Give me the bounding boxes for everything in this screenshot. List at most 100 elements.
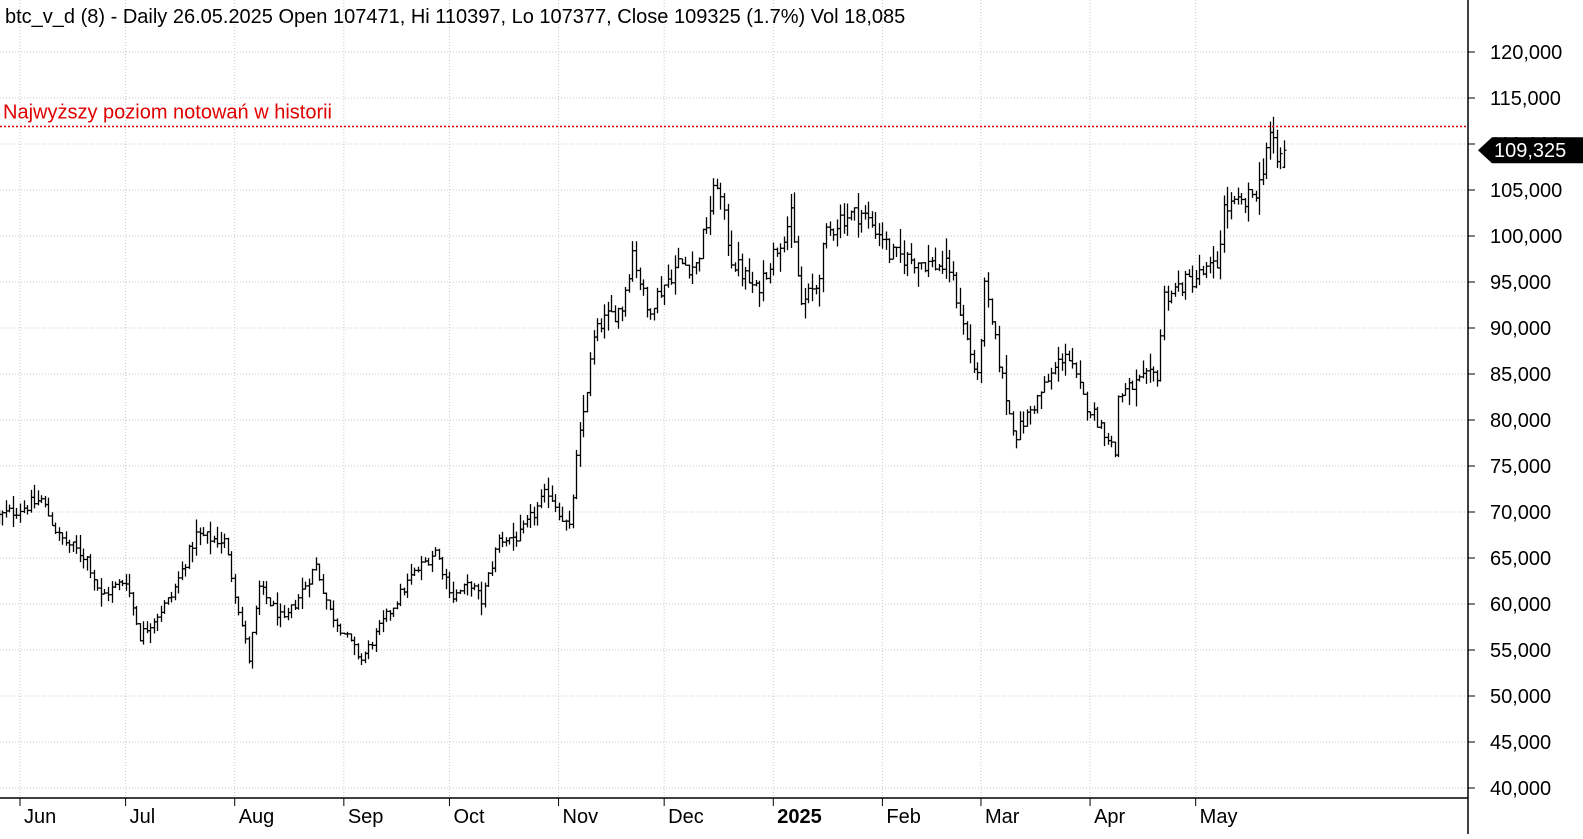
ohlc-bar [711,178,716,215]
ohlc-bar [518,514,523,542]
ohlc-bar [271,600,276,607]
ohlc-bar [412,567,417,576]
ohlc-bar [152,618,157,634]
ohlc-bar [546,477,551,509]
ohlc-bar [1264,142,1269,179]
ohlc-bar [486,572,491,587]
ohlc-bar [1123,383,1128,397]
ohlc-bar [187,544,192,569]
ohlc-bar [979,338,984,384]
ohlc-bar [898,228,903,263]
ohlc-bar [542,483,547,503]
ohlc-bar [1063,343,1068,376]
chart-title: btc_v_d (8) - Daily 26.05.2025 Open 1074… [5,6,905,28]
ohlc-bar [1208,256,1213,274]
ohlc-bar [226,537,231,556]
ohlc-bar [655,287,660,314]
x-tick-label: Aug [239,806,275,828]
ohlc-bar [968,324,973,364]
ohlc-bar [208,521,213,555]
ohlc-bar [550,485,555,502]
ohlc-bar [726,203,731,257]
ohlc-bar [1099,419,1104,429]
ohlc-bar [391,607,396,617]
ohlc-bar [57,527,62,541]
ohlc-bar [29,489,34,513]
ohlc-bar [1085,391,1090,421]
ohlc-bar [902,240,907,275]
ohlc-bar [352,636,357,656]
ohlc-bar [479,581,484,616]
ohlc-bar [85,556,90,571]
ohlc-bar [1067,350,1072,362]
ohlc-bar [708,195,713,235]
ohlc-bar [891,243,896,260]
ohlc-bar [469,581,474,597]
ohlc-bar [1254,190,1259,202]
ohlc-bar [229,551,234,583]
ohlc-bar [697,257,702,272]
ohlc-bar [676,247,681,269]
ohlc-bar [916,262,921,287]
ohlc-bar [673,255,678,295]
ohlc-bar [539,489,544,509]
ohlc-bar [789,193,794,249]
ohlc-bar [532,506,537,526]
ohlc-bar [859,209,864,233]
ohlc-bar [553,494,558,513]
ohlc-bar [99,578,104,607]
ohlc-bar [190,541,195,563]
ohlc-bar [557,502,562,521]
ohlc-bar [1211,246,1216,279]
ohlc-bar [1007,400,1012,415]
ohlc-bar [856,193,861,238]
y-tick-label: 120,000 [1490,42,1562,64]
ohlc-bar [997,325,1002,373]
ohlc-bar [1180,282,1185,297]
ohlc-bar [472,583,477,591]
x-tick-label: Jun [24,806,56,828]
y-tick-label: 55,000 [1490,640,1551,662]
ohlc-bar [799,266,804,306]
x-tick-label: Mar [985,806,1020,828]
ohlc-bar [585,391,590,413]
ohlc-bar [634,241,639,279]
ohlc-bar [747,258,752,284]
ohlc-bar [286,607,291,621]
ohlc-bar [169,591,174,603]
ohlc-bar [275,592,280,626]
ohlc-bar [250,631,255,669]
ohlc-bar [828,221,833,236]
grid-lines [0,0,1468,798]
ohlc-bar [141,621,146,645]
ohlc-bar [1056,346,1061,382]
ohlc-bar [433,547,438,557]
ohlc-bar [74,535,79,554]
ohlc-bar [236,596,241,616]
ohlc-bar [39,495,44,503]
ohlc-bar [940,250,945,274]
y-tick-label: 105,000 [1490,180,1562,202]
ohlc-bar [476,583,481,600]
ohlc-bar [22,500,27,514]
ohlc-bar [965,321,970,341]
ohlc-bar [842,203,847,234]
ohlc-bar [845,203,850,236]
ohlc-bar [447,571,452,599]
ohlc-bar [694,262,699,275]
ohlc-bar [173,583,178,601]
ohlc-bar [1148,353,1153,383]
y-tick-label: 60,000 [1490,594,1551,616]
ohlc-bar [50,512,55,527]
ohlc-bar [1039,391,1044,410]
ohlc-bar [771,242,776,276]
ohlc-bar [4,500,9,518]
ohlc-bar [500,531,505,548]
ohlc-bar [764,272,769,280]
ohlc-bar [986,272,991,308]
ohlc-bar [180,561,185,581]
ohlc-bar [1042,376,1047,394]
ohlc-bar [430,550,435,573]
ohlc-bar [926,244,931,278]
